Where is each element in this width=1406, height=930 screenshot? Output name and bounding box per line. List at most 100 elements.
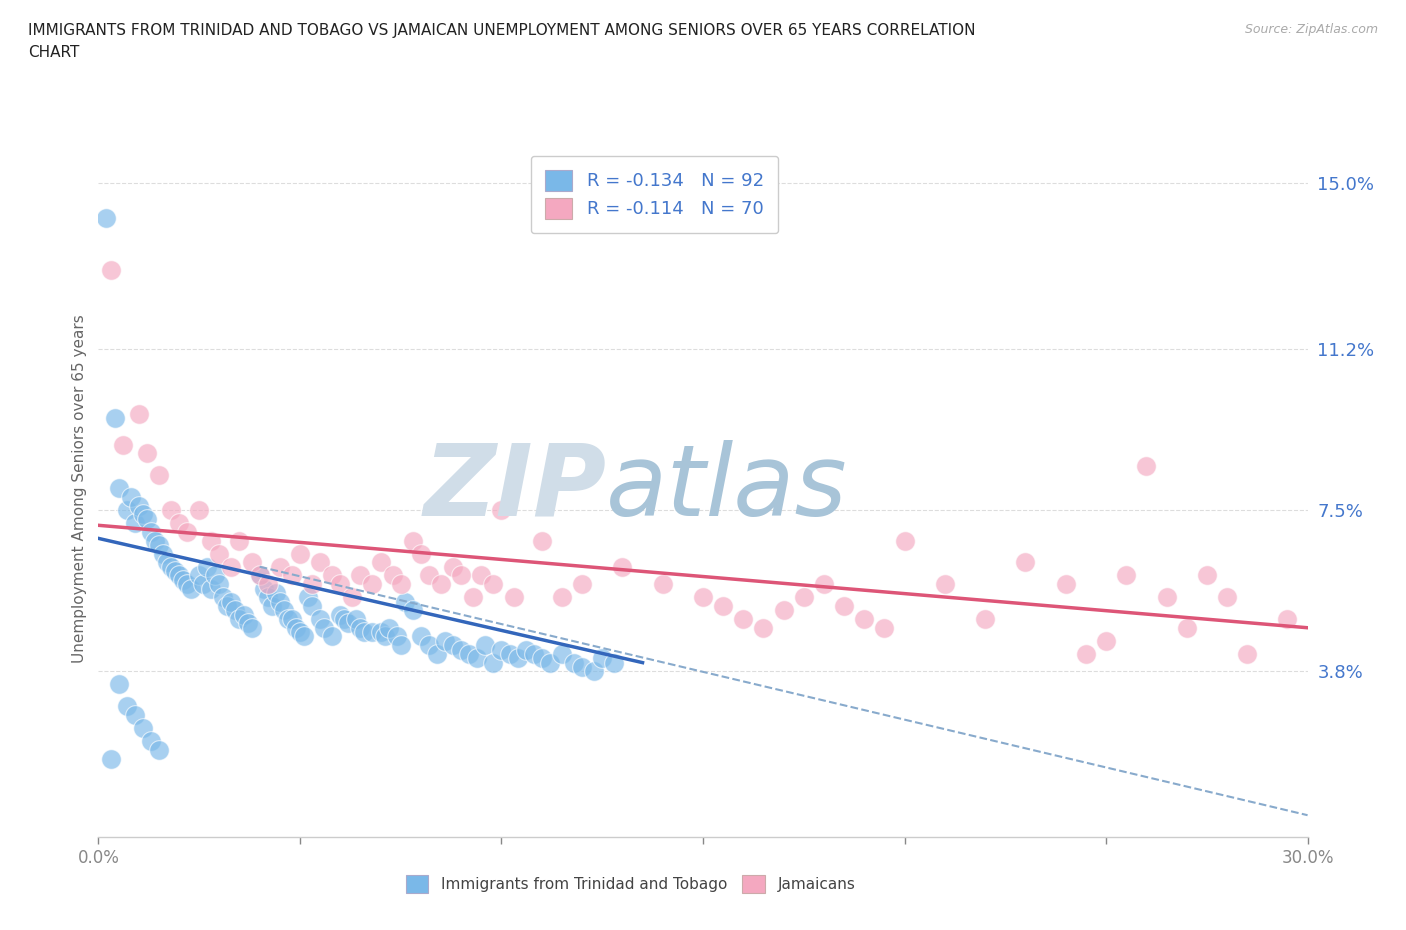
Point — [361, 625, 384, 640]
Point — [321, 568, 343, 583]
Point — [711, 599, 734, 614]
Point — [253, 581, 276, 596]
Point — [100, 751, 122, 766]
Point — [167, 515, 190, 530]
Point — [482, 577, 505, 591]
Point — [1014, 555, 1036, 570]
Point — [139, 734, 162, 749]
Point — [349, 568, 371, 583]
Point — [426, 646, 449, 661]
Point — [530, 651, 553, 666]
Point — [465, 651, 488, 666]
Point — [506, 651, 529, 666]
Point — [314, 620, 336, 635]
Point — [188, 502, 211, 517]
Point — [333, 612, 356, 627]
Point — [143, 533, 166, 548]
Point — [385, 629, 408, 644]
Point — [1156, 590, 1178, 604]
Text: IMMIGRANTS FROM TRINIDAD AND TOBAGO VS JAMAICAN UNEMPLOYMENT AMONG SENIORS OVER : IMMIGRANTS FROM TRINIDAD AND TOBAGO VS J… — [28, 23, 976, 38]
Point — [430, 577, 453, 591]
Point — [249, 568, 271, 583]
Point — [193, 577, 215, 591]
Point — [562, 655, 585, 670]
Point — [603, 655, 626, 670]
Point — [361, 577, 384, 591]
Point — [491, 642, 513, 657]
Text: atlas: atlas — [606, 440, 848, 537]
Point — [281, 612, 304, 627]
Point — [692, 590, 714, 604]
Point — [208, 546, 231, 561]
Point — [772, 603, 794, 618]
Point — [474, 638, 496, 653]
Point — [260, 599, 283, 614]
Point — [651, 577, 673, 591]
Point — [148, 468, 170, 483]
Point — [344, 612, 367, 627]
Point — [120, 489, 142, 504]
Point — [264, 586, 287, 601]
Point — [813, 577, 835, 591]
Point — [853, 612, 876, 627]
Point — [394, 594, 416, 609]
Point — [167, 568, 190, 583]
Point — [135, 512, 157, 526]
Point — [1236, 646, 1258, 661]
Point — [1074, 646, 1097, 661]
Y-axis label: Unemployment Among Seniors over 65 years: Unemployment Among Seniors over 65 years — [72, 314, 87, 662]
Point — [1195, 568, 1218, 583]
Point — [100, 263, 122, 278]
Point — [107, 481, 129, 496]
Point — [591, 651, 613, 666]
Point — [301, 599, 323, 614]
Point — [502, 590, 524, 604]
Point — [292, 629, 315, 644]
Point — [482, 655, 505, 670]
Point — [370, 625, 392, 640]
Point — [115, 698, 138, 713]
Point — [523, 646, 546, 661]
Point — [172, 572, 194, 587]
Point — [249, 568, 271, 583]
Point — [148, 742, 170, 757]
Point — [893, 533, 915, 548]
Point — [1277, 612, 1299, 627]
Point — [374, 629, 396, 644]
Point — [832, 599, 855, 614]
Point — [458, 646, 481, 661]
Point — [176, 525, 198, 539]
Point — [176, 577, 198, 591]
Point — [269, 559, 291, 574]
Point — [353, 625, 375, 640]
Point — [309, 612, 332, 627]
Point — [115, 502, 138, 517]
Point — [793, 590, 815, 604]
Point — [195, 559, 218, 574]
Point — [450, 568, 472, 583]
Point — [389, 577, 412, 591]
Point — [212, 590, 235, 604]
Point — [96, 210, 118, 225]
Point — [148, 538, 170, 552]
Point — [200, 581, 222, 596]
Point — [377, 620, 399, 635]
Point — [389, 638, 412, 653]
Point — [132, 507, 155, 522]
Point — [551, 646, 574, 661]
Point — [284, 620, 307, 635]
Point — [515, 642, 537, 657]
Text: Source: ZipAtlas.com: Source: ZipAtlas.com — [1244, 23, 1378, 36]
Point — [551, 590, 574, 604]
Point — [111, 437, 134, 452]
Point — [418, 568, 440, 583]
Point — [204, 568, 226, 583]
Point — [370, 555, 392, 570]
Point — [188, 568, 211, 583]
Point — [934, 577, 956, 591]
Point — [1095, 633, 1118, 648]
Point — [1115, 568, 1137, 583]
Point — [160, 559, 183, 574]
Point — [152, 546, 174, 561]
Point — [381, 568, 404, 583]
